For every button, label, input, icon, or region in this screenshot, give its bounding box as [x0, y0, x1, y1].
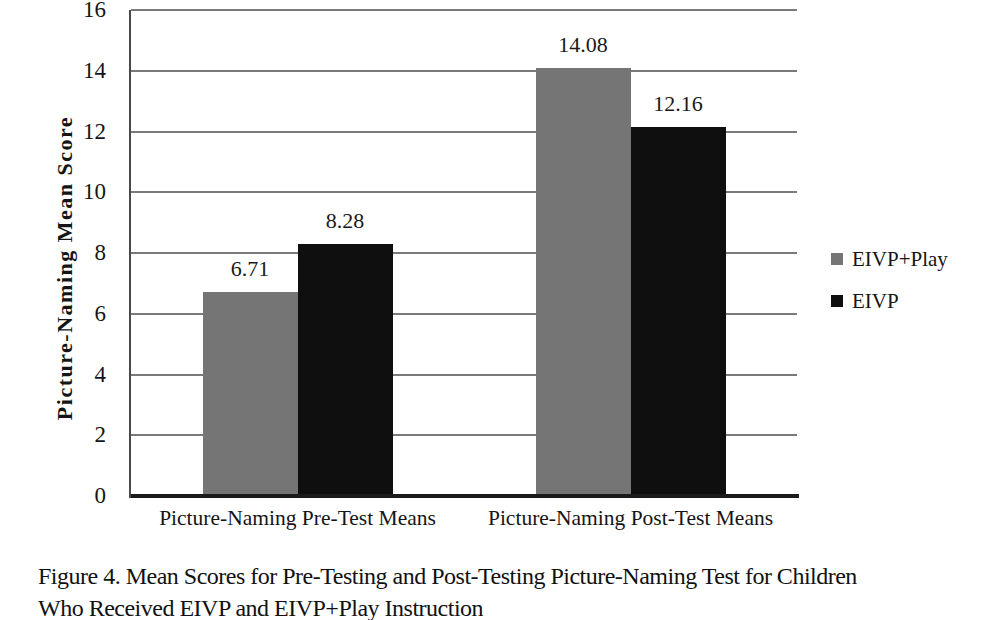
figure-page: Picture-Naming Mean Score 0246810121416 … — [0, 0, 996, 620]
legend-swatch-icon — [831, 295, 843, 307]
legend-item-EIVP+Play: EIVP+Play — [831, 244, 948, 274]
x-axis-baseline — [131, 494, 799, 498]
y-tick-label: 16 — [0, 0, 106, 22]
legend: EIVP+Play EIVP — [831, 244, 948, 316]
y-tick-label: 10 — [0, 180, 106, 204]
y-tick-label: 8 — [0, 241, 106, 265]
legend-label: EIVP — [852, 289, 899, 314]
grouped-bar-chart: Picture-Naming Mean Score 0246810121416 … — [0, 0, 996, 555]
y-tick-label: 4 — [0, 363, 106, 387]
y-tick-label: 2 — [0, 423, 106, 447]
legend-label: EIVP+Play — [852, 247, 948, 272]
x-category-label: Picture-Naming Post-Test Means — [464, 503, 797, 533]
bar-value-label: 12.16 — [631, 91, 726, 117]
bar-EIVP+Play — [536, 68, 631, 496]
bar-value-label: 6.71 — [203, 256, 298, 282]
bar-value-label: 8.28 — [298, 208, 393, 234]
caption-line-2: Who Received EIVP and EIVP+Play Instruct… — [38, 592, 988, 620]
bar-group: 6.718.28 — [131, 10, 464, 496]
y-tick-label: 12 — [0, 120, 106, 144]
x-category-label: Picture-Naming Pre-Test Means — [131, 503, 464, 533]
y-tick-label: 14 — [0, 59, 106, 83]
legend-swatch-icon — [831, 253, 843, 265]
caption-line-1: Figure 4. Mean Scores for Pre-Testing an… — [38, 560, 988, 592]
y-tick-label: 0 — [0, 484, 106, 508]
y-axis-tick-labels: 0246810121416 — [0, 10, 106, 496]
bar-group: 14.08 12.16 — [464, 10, 797, 496]
legend-item-EIVP: EIVP — [831, 286, 948, 316]
bar-value-label: 14.08 — [536, 32, 631, 58]
figure-caption: Figure 4. Mean Scores for Pre-Testing an… — [38, 560, 988, 620]
bar-EIVP — [631, 127, 726, 496]
plot-area: 6.718.28 14.08 12.16 — [131, 10, 797, 496]
y-tick-label: 6 — [0, 302, 106, 326]
bar-EIVP — [298, 244, 393, 496]
bar-EIVP+Play — [203, 292, 298, 496]
x-axis-category-labels: Picture-Naming Pre-Test MeansPicture-Nam… — [131, 503, 797, 533]
